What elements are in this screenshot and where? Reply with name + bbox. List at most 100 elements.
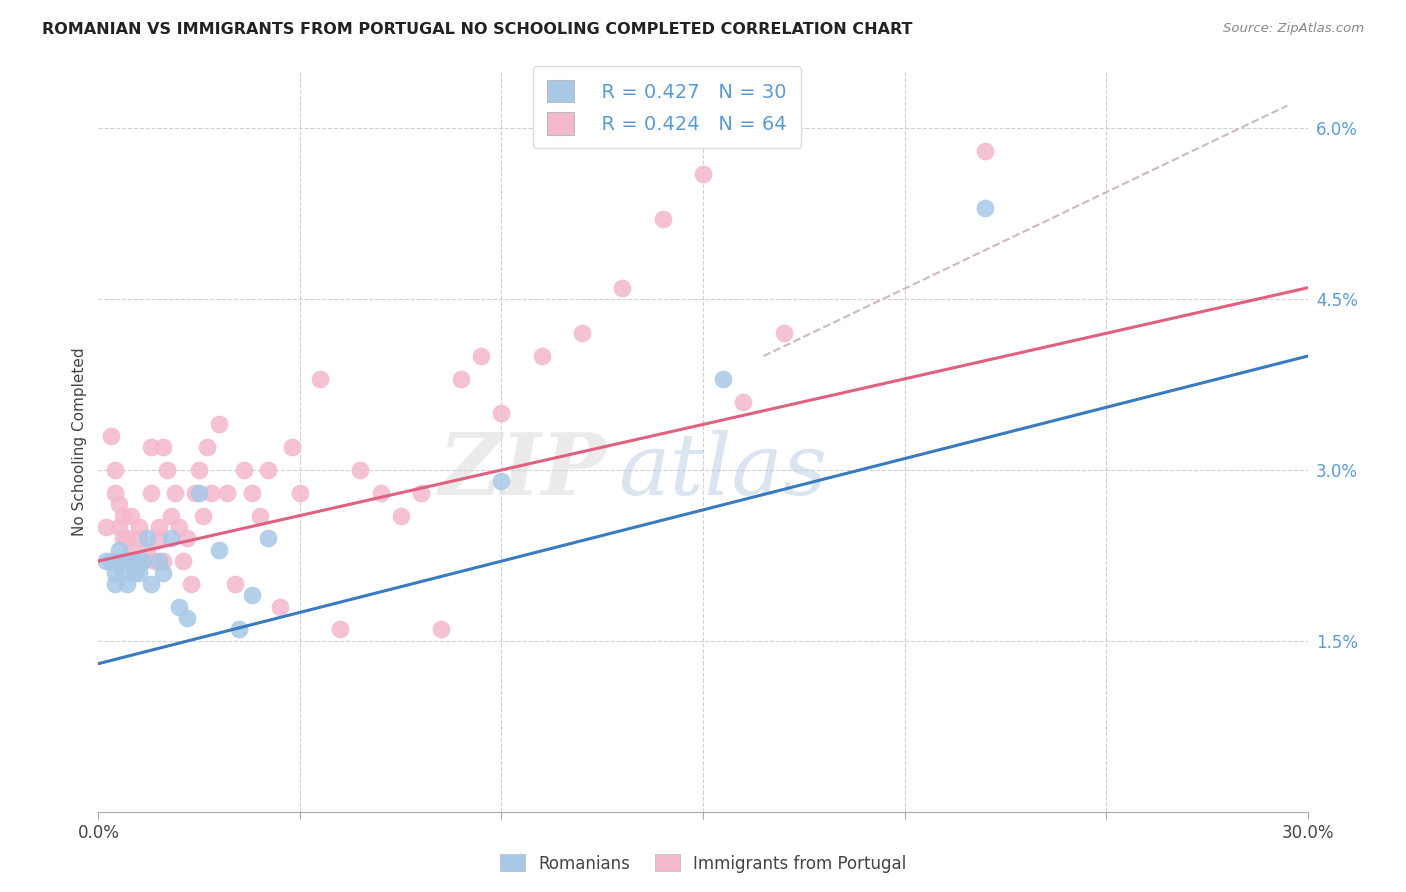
Point	[103, 566, 125, 580]
Point	[124, 554, 146, 568]
Point	[115, 554, 138, 568]
Point	[103, 577, 125, 591]
Point	[111, 508, 134, 523]
Point	[329, 623, 352, 637]
Point	[309, 372, 332, 386]
Point	[612, 281, 634, 295]
Point	[115, 577, 138, 591]
Point	[103, 485, 125, 500]
Point	[195, 440, 218, 454]
Point	[180, 577, 202, 591]
Point	[176, 611, 198, 625]
Point	[152, 566, 174, 580]
Point	[163, 485, 186, 500]
Point	[148, 532, 170, 546]
Point	[139, 440, 162, 454]
Text: atlas: atlas	[619, 430, 828, 513]
Point	[692, 167, 714, 181]
Point	[491, 475, 513, 489]
Point	[974, 144, 997, 158]
Point	[249, 508, 271, 523]
Point	[128, 532, 150, 546]
Point	[208, 417, 231, 432]
Point	[772, 326, 794, 341]
Point	[152, 440, 174, 454]
Point	[232, 463, 254, 477]
Point	[156, 463, 179, 477]
Point	[135, 542, 157, 557]
Point	[107, 542, 129, 557]
Text: Source: ZipAtlas.com: Source: ZipAtlas.com	[1223, 22, 1364, 36]
Point	[128, 520, 150, 534]
Point	[389, 508, 412, 523]
Point	[115, 532, 138, 546]
Point	[148, 520, 170, 534]
Point	[111, 566, 134, 580]
Point	[733, 394, 755, 409]
Legend: Romanians, Immigrants from Portugal: Romanians, Immigrants from Portugal	[494, 847, 912, 880]
Point	[491, 406, 513, 420]
Point	[96, 554, 118, 568]
Point	[120, 508, 142, 523]
Point	[217, 485, 239, 500]
Point	[152, 554, 174, 568]
Point	[115, 554, 138, 568]
Point	[470, 349, 492, 363]
Point	[711, 372, 734, 386]
Point	[172, 554, 194, 568]
Point	[143, 554, 166, 568]
Point	[160, 508, 183, 523]
Point	[349, 463, 371, 477]
Text: ROMANIAN VS IMMIGRANTS FROM PORTUGAL NO SCHOOLING COMPLETED CORRELATION CHART: ROMANIAN VS IMMIGRANTS FROM PORTUGAL NO …	[42, 22, 912, 37]
Y-axis label: No Schooling Completed: No Schooling Completed	[72, 347, 87, 536]
Point	[128, 554, 150, 568]
Point	[450, 372, 472, 386]
Point	[120, 554, 142, 568]
Point	[111, 532, 134, 546]
Point	[224, 577, 246, 591]
Point	[132, 554, 155, 568]
Text: ZIP: ZIP	[439, 429, 606, 513]
Point	[128, 566, 150, 580]
Point	[107, 520, 129, 534]
Point	[228, 623, 250, 637]
Point	[124, 566, 146, 580]
Point	[160, 532, 183, 546]
Point	[132, 554, 155, 568]
Point	[193, 508, 215, 523]
Point	[240, 588, 263, 602]
Point	[256, 463, 278, 477]
Point	[651, 212, 673, 227]
Point	[200, 485, 222, 500]
Point	[167, 599, 190, 614]
Point	[430, 623, 453, 637]
Point	[167, 520, 190, 534]
Point	[530, 349, 553, 363]
Point	[188, 463, 211, 477]
Point	[96, 520, 118, 534]
Point	[571, 326, 593, 341]
Point	[281, 440, 304, 454]
Point	[139, 485, 162, 500]
Point	[135, 532, 157, 546]
Point	[103, 463, 125, 477]
Point	[370, 485, 392, 500]
Point	[184, 485, 207, 500]
Point	[100, 429, 122, 443]
Point	[240, 485, 263, 500]
Point	[176, 532, 198, 546]
Point	[256, 532, 278, 546]
Point	[148, 554, 170, 568]
Point	[288, 485, 311, 500]
Point	[107, 497, 129, 511]
Point	[974, 201, 997, 215]
Point	[111, 554, 134, 568]
Point	[269, 599, 291, 614]
Point	[107, 554, 129, 568]
Point	[100, 554, 122, 568]
Point	[208, 542, 231, 557]
Point	[409, 485, 432, 500]
Point	[139, 577, 162, 591]
Legend:   R = 0.427   N = 30,   R = 0.424   N = 64: R = 0.427 N = 30, R = 0.424 N = 64	[533, 66, 800, 148]
Point	[120, 542, 142, 557]
